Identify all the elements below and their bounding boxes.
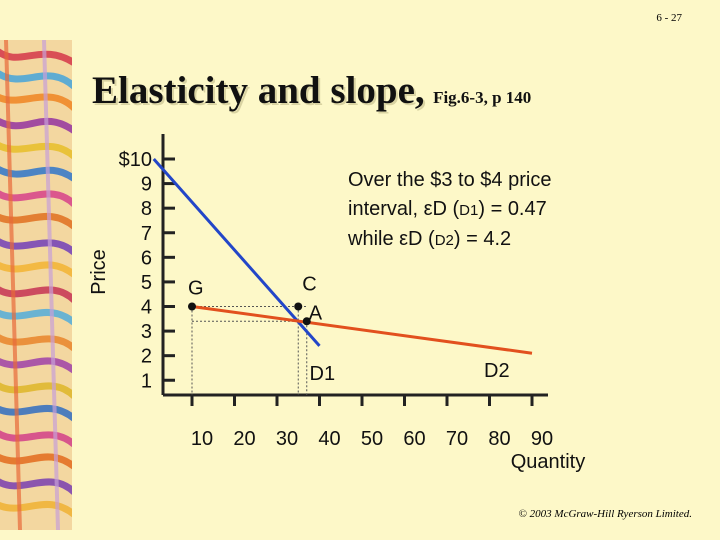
note-line-2: interval, εD (D1) = 0.47 [348,195,551,225]
x-tick-label: 20 [233,428,255,450]
y-tick-label: 7 [141,223,152,245]
x-tick-label: 40 [318,428,340,450]
point-label-a: A [309,302,323,324]
brush-strokes-image [0,40,72,530]
x-tick-label: 80 [488,428,510,450]
y-tick-label: 5 [141,272,152,294]
note-line-3-curve: D2 [434,232,454,249]
figure-reference: Fig.6-3, p 140 [433,88,532,107]
copyright-footer: © 2003 McGraw-Hill Ryerson Limited. [518,508,692,520]
series-line-d2 [191,305,533,355]
note-line-3-prefix: while εD ( [348,228,435,250]
chart-axes: $10 98 76 5 43 21 10 20 30 40 50 60 70 80 90 Price Quant… [88,134,585,473]
x-tick-label: 30 [276,428,298,450]
y-tick-label: 9 [141,174,152,196]
elasticity-note: Over the $3 to $4 price interval, εD (D1… [348,166,551,255]
y-tick-label: $10 [119,149,152,171]
note-line-3-suffix: ) = 4.2 [453,228,512,250]
point-label-g: G [188,278,204,300]
point-c [294,302,303,311]
series-label-d2: D2 [484,360,510,382]
decorative-brush-band [0,40,72,530]
y-axis-title: Price [88,249,110,295]
title-text: Elasticity and slope, [92,69,425,112]
x-axis-title: Quantity [511,451,585,473]
point-g [188,302,196,311]
chart-points [188,302,311,326]
note-line-1: Over the $3 to $4 price [348,169,552,191]
y-tick-label: 2 [141,346,152,368]
note-line-2-curve: D1 [459,202,479,219]
y-tick-label: 3 [141,321,152,343]
series-label-d1: D1 [310,363,336,385]
note-line-2-prefix: interval, εD ( [348,198,460,220]
x-tick-label: 70 [446,428,468,450]
x-tick-label: 90 [531,428,553,450]
note-line-2-suffix: ) = 0.47 [478,198,547,220]
point-label-c: C [302,274,316,296]
x-tick-label: 50 [361,428,383,450]
x-tick-label: 10 [191,428,213,450]
y-tick-label: 8 [141,198,152,220]
note-line-3: while εD (D2) = 4.2 [348,225,551,255]
y-tick-label: 4 [141,297,152,319]
slide-title: Elasticity and slope, Fig.6-3, p 140 [92,68,531,113]
y-tick-label: 1 [141,370,152,392]
y-tick-label: 6 [141,247,152,269]
series-line-d1 [152,158,321,347]
slide-number: 6 - 27 [656,12,682,24]
chart-labels: D1 D2 G CA [188,274,510,385]
point-a [302,317,311,326]
demand-curves [152,158,533,355]
x-tick-label: 60 [403,428,425,450]
